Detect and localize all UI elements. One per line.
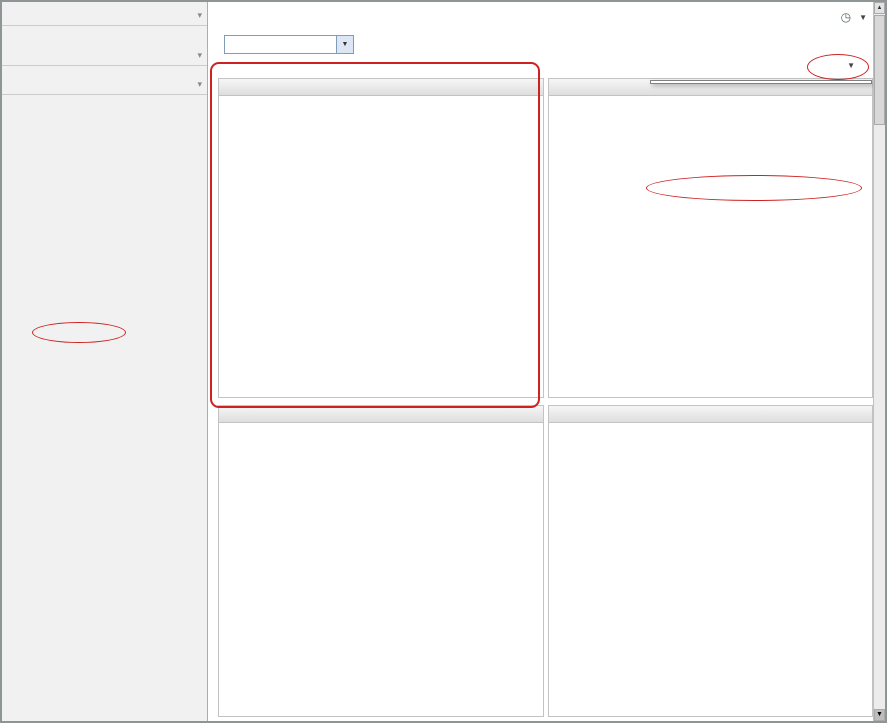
collapse-section-icon[interactable]: ▾ <box>197 78 202 89</box>
collapse-section-icon[interactable]: ▾ <box>197 49 202 60</box>
views-menu <box>650 80 872 84</box>
chart-panel-par-survivor-space <box>218 405 544 717</box>
vertical-scrollbar[interactable]: ▲ ▼ <box>873 2 885 721</box>
time-range-control[interactable]: ◷ ▼ <box>841 10 867 24</box>
sidebar: ▾ ▾ ▾ <box>2 2 208 721</box>
bookmarks-section-header[interactable]: ▾ <box>2 5 207 26</box>
chart-panel-title <box>549 406 872 423</box>
main-content: ◷ ▼ ▼ ▼ <box>208 2 873 721</box>
chart-panel-cms-old-gen <box>548 405 873 717</box>
server-chooser-row: ▼ <box>218 35 354 54</box>
bookmarks-empty-text <box>2 26 207 42</box>
chevron-down-icon: ▼ <box>859 12 867 22</box>
chart-panel-par-eden-space <box>548 78 873 398</box>
server-select[interactable]: ▼ <box>224 35 354 54</box>
annotation-ellipse-performance <box>32 322 126 343</box>
clock-icon: ◷ <box>840 10 852 24</box>
chart-panel-code-cache <box>218 78 544 398</box>
dashboards-section-header[interactable]: ▾ <box>2 74 207 95</box>
chart-panel-title <box>219 79 543 96</box>
chart-panel-title <box>219 406 543 423</box>
homes-section-header[interactable]: ▾ <box>2 45 207 66</box>
chevron-down-icon: ▼ <box>847 61 855 70</box>
annotation-ellipse-views <box>807 54 869 80</box>
scroll-down-arrow-icon[interactable]: ▼ <box>874 709 885 721</box>
scrollbar-thumb[interactable] <box>874 15 885 125</box>
views-menu-button[interactable]: ▼ <box>844 61 855 70</box>
scroll-up-arrow-icon[interactable]: ▲ <box>874 2 885 14</box>
dropdown-arrow-icon[interactable]: ▼ <box>336 36 353 53</box>
server-select-value <box>225 36 336 53</box>
collapse-section-icon[interactable]: ▾ <box>197 9 202 20</box>
